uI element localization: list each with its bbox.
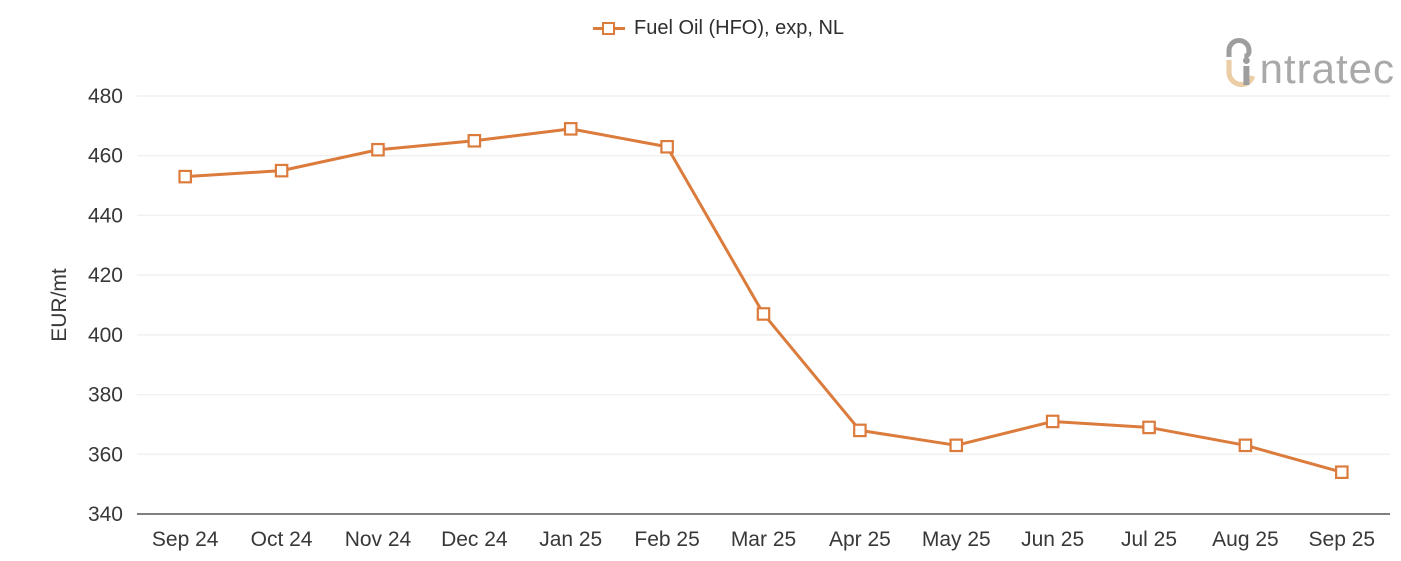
- y-tick-label: 480: [88, 85, 123, 108]
- x-tick-label: Nov 24: [345, 528, 412, 551]
- legend-marker-icon: [593, 21, 625, 36]
- data-point-marker[interactable]: [371, 142, 385, 157]
- x-tick-label: Oct 24: [251, 528, 313, 551]
- x-tick-label: Sep 25: [1309, 528, 1376, 551]
- x-tick-label: Dec 24: [441, 528, 508, 551]
- legend-label: Fuel Oil (HFO), exp, NL: [634, 17, 845, 39]
- intratec-logo: ntratec: [1222, 36, 1395, 92]
- intratec-logo-icon: [1225, 38, 1255, 88]
- y-tick-label: 400: [88, 324, 123, 347]
- x-tick-label: May 25: [922, 528, 991, 551]
- legend-item-fuel-oil[interactable]: Fuel Oil (HFO), exp, NL: [593, 17, 844, 40]
- data-point-marker[interactable]: [178, 169, 192, 184]
- x-tick-label: Sep 24: [152, 528, 219, 551]
- data-point-marker[interactable]: [949, 438, 964, 453]
- x-tick-label: Aug 25: [1212, 528, 1279, 551]
- x-tick-label: Apr 25: [829, 528, 891, 551]
- x-tick-label: Mar 25: [731, 528, 796, 551]
- x-tick-label: Jan 25: [539, 528, 602, 551]
- y-tick-label: 340: [88, 503, 123, 526]
- y-tick-label: 360: [88, 443, 123, 466]
- x-tick-label: Feb 25: [634, 528, 699, 551]
- legend-square-glyph: [602, 22, 615, 35]
- data-point-marker[interactable]: [1045, 414, 1060, 429]
- y-tick-label: 420: [88, 264, 123, 287]
- data-point-marker[interactable]: [660, 139, 674, 154]
- y-axis-title: EUR/mt: [48, 268, 71, 342]
- data-point-marker[interactable]: [853, 423, 867, 438]
- data-point-marker[interactable]: [1238, 438, 1253, 453]
- data-point-marker[interactable]: [1142, 420, 1156, 435]
- y-tick-label: 380: [88, 384, 123, 407]
- y-tick-label: 440: [88, 204, 123, 227]
- data-point-marker[interactable]: [467, 133, 482, 148]
- y-tick-label: 460: [88, 145, 123, 168]
- x-tick-label: Jun 25: [1021, 528, 1084, 551]
- x-tick-label: Jul 25: [1121, 528, 1177, 551]
- data-point-marker[interactable]: [274, 163, 289, 178]
- intratec-logo-text: ntratec: [1259, 45, 1395, 92]
- series-line: [185, 127, 1343, 474]
- data-point-marker[interactable]: [563, 122, 578, 136]
- data-point-marker[interactable]: [1335, 465, 1349, 479]
- data-point-marker[interactable]: [756, 307, 771, 321]
